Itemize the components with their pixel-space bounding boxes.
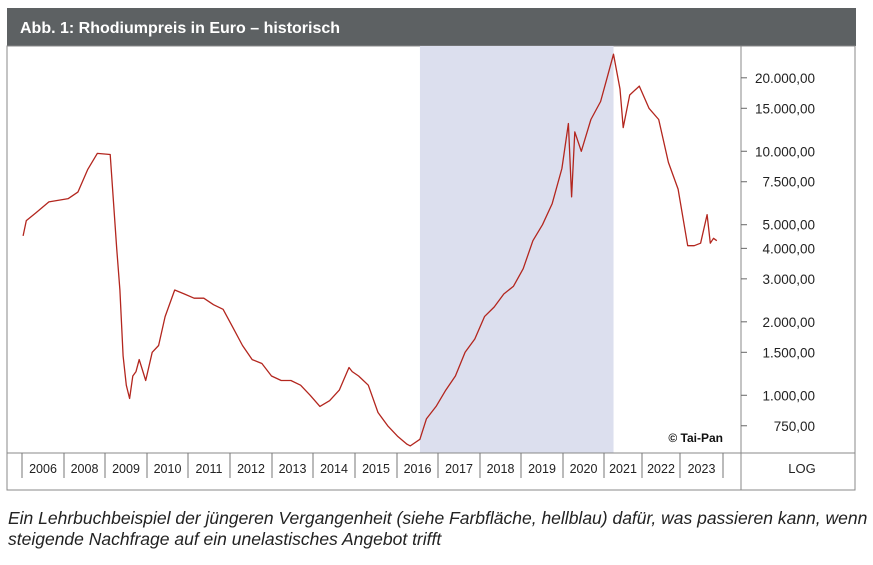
y-tick-label: 2.000,00 — [762, 315, 815, 330]
x-tick-label: 2019 — [528, 462, 556, 476]
x-tick-label: 2013 — [279, 462, 307, 476]
x-tick-label: 2006 — [29, 462, 57, 476]
y-tick-label: 15.000,00 — [755, 101, 815, 116]
y-tick-label: 5.000,00 — [762, 218, 815, 233]
x-tick-label: 2023 — [688, 462, 716, 476]
y-tick-label: 750,00 — [774, 419, 815, 434]
x-tick-label: 2016 — [404, 462, 432, 476]
x-tick-label: 2018 — [487, 462, 515, 476]
figure-caption: Ein Lehrbuchbeispiel der jüngeren Vergan… — [8, 508, 868, 549]
x-tick-label: 2021 — [609, 462, 637, 476]
chart-title: Abb. 1: Rhodiumpreis in Euro – historisc… — [20, 20, 340, 37]
x-tick-label: 2020 — [570, 462, 598, 476]
chart: Abb. 1: Rhodiumpreis in Euro – historisc… — [6, 8, 856, 491]
series-group — [22, 53, 718, 447]
x-tick-label: 2012 — [237, 462, 265, 476]
y-tick-label: 7.500,00 — [762, 175, 815, 190]
y-tick-label: 3.000,00 — [762, 272, 815, 287]
log-scale-label: LOG — [788, 461, 815, 476]
x-tick-label: 2017 — [445, 462, 473, 476]
x-tick-label: 2014 — [320, 462, 348, 476]
y-tick-label: 4.000,00 — [762, 241, 815, 256]
y-tick-label: 1.000,00 — [762, 388, 815, 403]
x-axis: 2006 2008 2009 2010 2011 2012 2013 2014 2015 2016… — [21, 453, 724, 478]
x-tick-label: 2011 — [196, 462, 223, 476]
y-tick-label: 20.000,00 — [755, 71, 815, 86]
highlight-band — [419, 46, 614, 453]
x-tick-label: 2022 — [647, 462, 675, 476]
y-tick-label: 10.000,00 — [755, 144, 815, 159]
x-tick-label: 2015 — [362, 462, 390, 476]
y-tick-label: 1.500,00 — [762, 345, 815, 360]
x-tick-label: 2008 — [71, 462, 99, 476]
copyright-annotation: © Tai-Pan — [668, 431, 723, 445]
x-tick-label: 2009 — [112, 462, 140, 476]
rhodium-price-line — [22, 53, 718, 447]
header-bar — [7, 8, 856, 46]
y-axis: 750,00 1.000,00 1.500,00 2.000,00 3.000,00 4.… — [741, 71, 815, 434]
x-tick-label: 2010 — [154, 462, 182, 476]
